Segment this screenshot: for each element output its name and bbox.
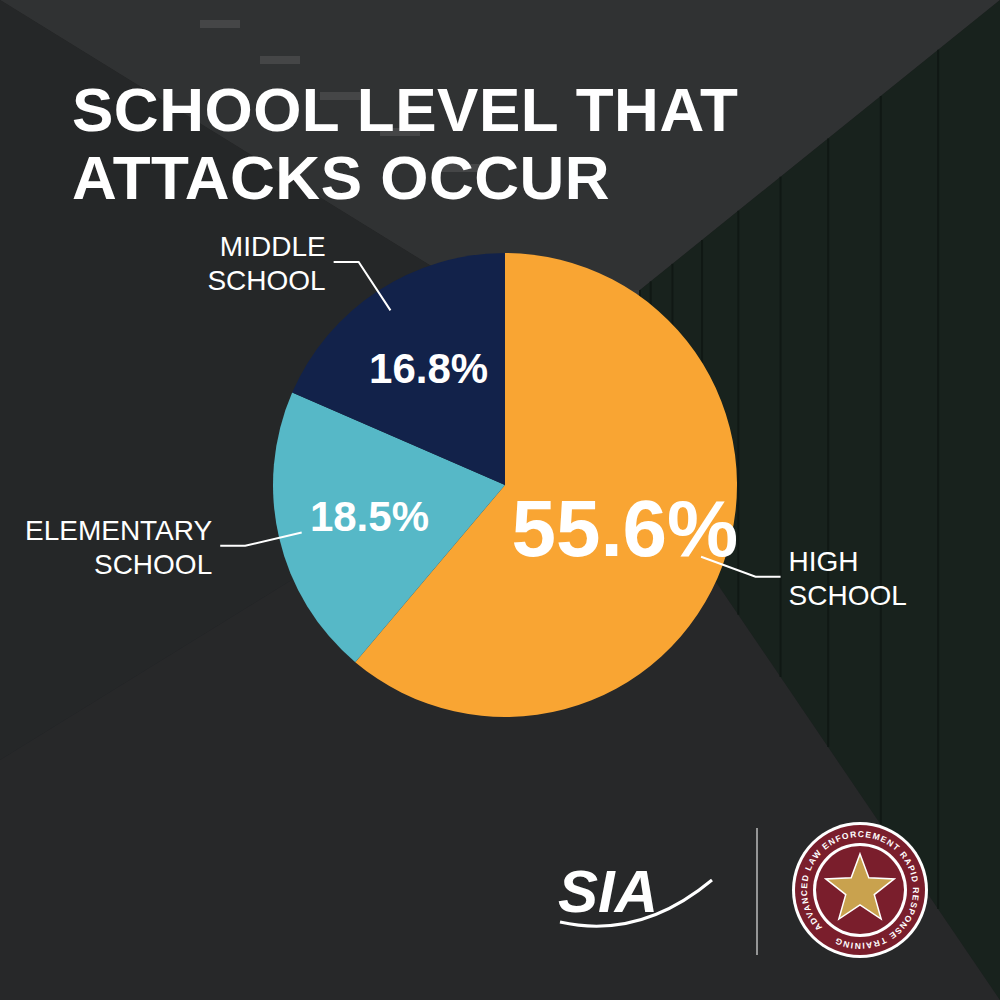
labels: 55.6%HIGHSCHOOL18.5%ELEMENTARYSCHOOL16.8…: [25, 231, 907, 611]
category-label-line: MIDDLE: [220, 231, 326, 262]
badge-star: [826, 854, 894, 919]
background-shade: [0, 0, 1000, 1000]
category-label-line: SCHOOL: [94, 549, 212, 580]
category-label: MIDDLESCHOOL: [207, 231, 325, 296]
leader-line: [334, 262, 391, 310]
badge-inner: [813, 843, 907, 937]
category-label: ELEMENTARYSCHOOL: [25, 515, 213, 580]
badge-outer: [792, 822, 928, 958]
badge-text: ADVANCED LAW ENFORCEMENT RAPID RESPONSE …: [799, 829, 921, 951]
background-fill: [0, 0, 1000, 1000]
badge-core: [816, 846, 904, 934]
data-label: 18.5%: [310, 493, 429, 540]
chart-title: SCHOOL LEVEL THAT ATTACKS OCCUR: [72, 76, 792, 212]
leader-line: [220, 533, 301, 546]
leader-line: [701, 557, 780, 577]
category-label: HIGHSCHOOL: [789, 546, 907, 611]
badge-ring: [795, 825, 925, 955]
category-label-line: ELEMENTARY: [25, 515, 213, 546]
badge-text-path-run: ADVANCED LAW ENFORCEMENT RAPID RESPONSE …: [799, 829, 921, 951]
branding: SIA ADVANCED LAW ENFORCEMENT RAPID RESPON…: [558, 822, 928, 958]
background: [0, 0, 1000, 1000]
category-label-line: SCHOOL: [207, 265, 325, 296]
brand-logo-text: SIA: [558, 858, 658, 925]
category-label-line: HIGH: [789, 546, 859, 577]
stage: 55.6%HIGHSCHOOL18.5%ELEMENTARYSCHOOL16.8…: [0, 0, 1000, 1000]
category-label-line: SCHOOL: [789, 580, 907, 611]
brand-swoosh: [560, 880, 712, 926]
data-label: 16.8%: [369, 345, 488, 392]
data-label: 55.6%: [511, 484, 738, 573]
brand-divider: [756, 828, 758, 955]
